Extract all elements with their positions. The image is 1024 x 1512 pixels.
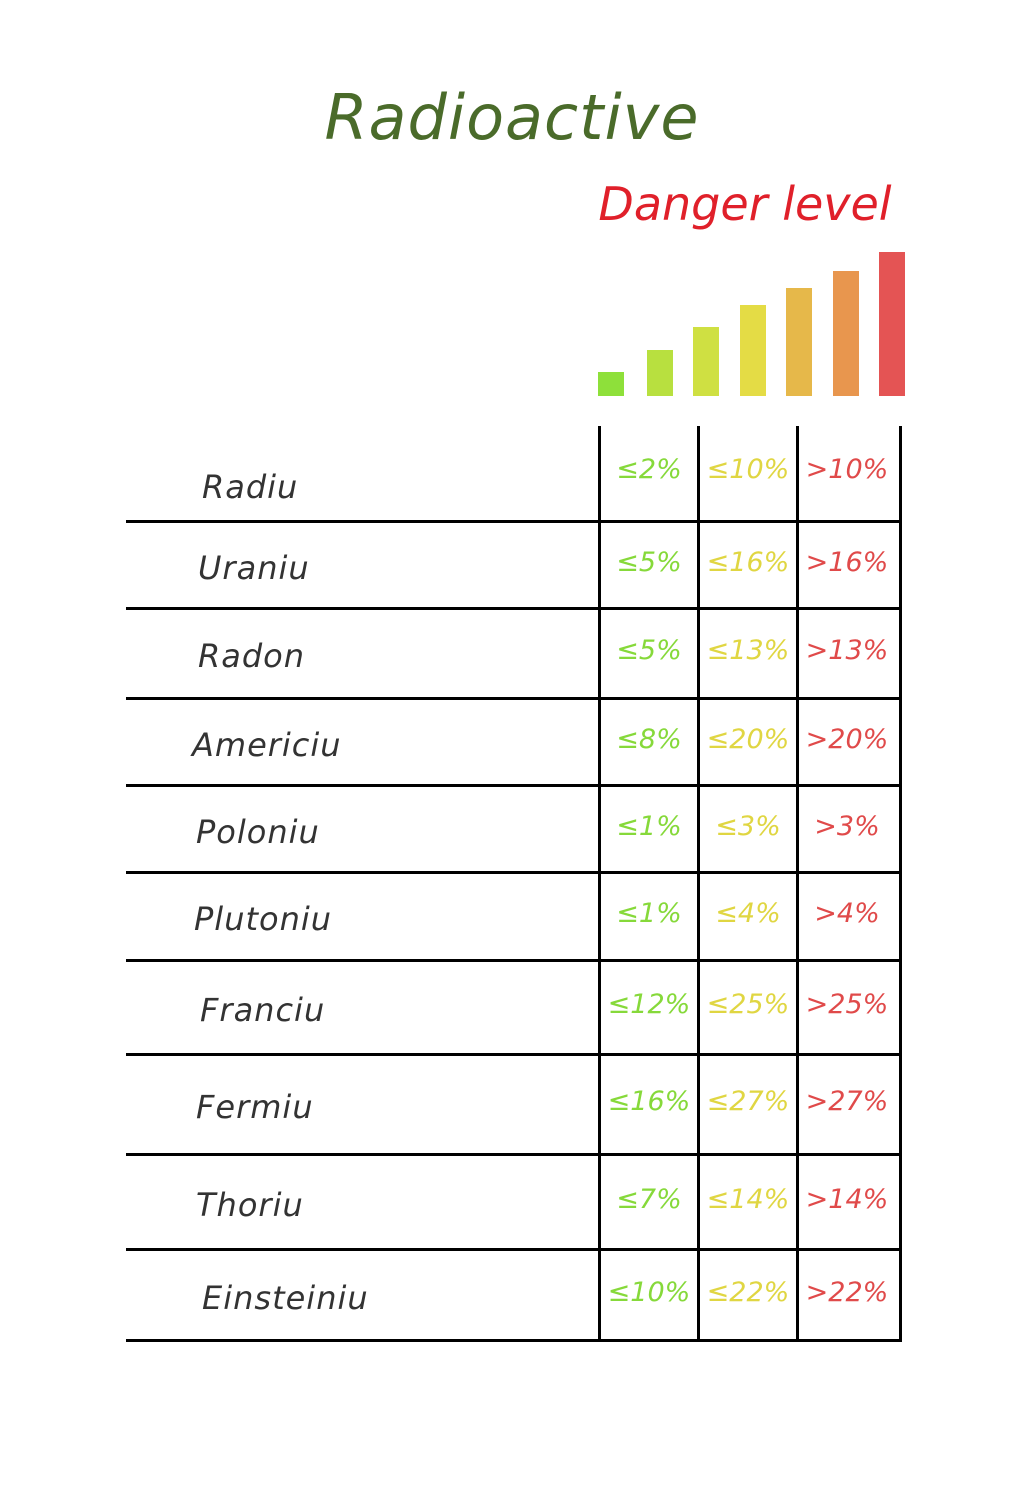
- element-name: Poloniu: [196, 812, 320, 851]
- danger-mid-cell: ≤27%: [706, 1086, 790, 1117]
- danger-bar-3: [693, 327, 719, 396]
- page-title: Radioactive: [324, 81, 700, 154]
- danger-bar-6: [833, 271, 859, 396]
- danger-mid-cell: ≤14%: [706, 1183, 790, 1215]
- danger-high-cell: >20%: [805, 723, 889, 755]
- element-name: Plutoniu: [194, 900, 333, 938]
- danger-high-cell: >14%: [805, 1183, 889, 1215]
- danger-high-cell: >10%: [805, 454, 889, 485]
- danger-low-cell: ≤2%: [616, 454, 682, 485]
- danger-mid-cell: ≤3%: [715, 810, 781, 842]
- danger-high-cell: >25%: [805, 989, 889, 1020]
- danger-mid-cell: ≤20%: [706, 723, 790, 755]
- element-name: Americiu: [192, 725, 342, 764]
- table-column-divider: [697, 426, 700, 1342]
- danger-bar-1: [598, 372, 624, 396]
- danger-high-cell: >3%: [814, 810, 880, 842]
- table-row-divider: [126, 697, 902, 700]
- table-row-divider: [126, 1248, 902, 1251]
- element-name: Radon: [198, 637, 306, 675]
- danger-mid-cell: ≤22%: [706, 1276, 790, 1308]
- danger-high-cell: >22%: [805, 1276, 889, 1308]
- table-row-divider: [126, 1153, 902, 1156]
- danger-low-cell: ≤1%: [616, 898, 682, 929]
- danger-low-cell: ≤8%: [616, 723, 682, 755]
- element-name: Uraniu: [198, 548, 310, 587]
- danger-high-cell: >16%: [805, 546, 889, 578]
- danger-mid-cell: ≤13%: [706, 635, 790, 666]
- element-name: Einsteiniu: [202, 1278, 369, 1317]
- danger-low-cell: ≤5%: [616, 546, 682, 578]
- element-name: Fermiu: [196, 1088, 314, 1126]
- element-name: Franciu: [200, 991, 326, 1029]
- table-column-divider: [598, 426, 601, 1342]
- table-row-divider: [126, 1053, 902, 1056]
- danger-level-bars: [598, 252, 905, 396]
- danger-low-cell: ≤12%: [607, 989, 691, 1020]
- table-row-divider: [126, 784, 902, 787]
- danger-low-cell: ≤5%: [616, 635, 682, 666]
- table-column-divider: [899, 426, 902, 1342]
- danger-high-cell: >13%: [805, 635, 889, 666]
- danger-low-cell: ≤7%: [616, 1183, 682, 1215]
- danger-mid-cell: ≤10%: [706, 454, 790, 485]
- table-row-divider: [126, 607, 902, 610]
- element-name: Radiu: [202, 468, 299, 506]
- danger-level-heading: Danger level: [598, 177, 892, 231]
- danger-mid-cell: ≤25%: [706, 989, 790, 1020]
- table-row-divider: [126, 1339, 902, 1342]
- danger-low-cell: ≤16%: [607, 1086, 691, 1117]
- danger-bar-4: [740, 305, 766, 396]
- danger-low-cell: ≤1%: [616, 810, 682, 842]
- danger-high-cell: >4%: [814, 898, 880, 929]
- danger-mid-cell: ≤16%: [706, 546, 790, 578]
- table-row-divider: [126, 520, 902, 523]
- danger-mid-cell: ≤4%: [715, 898, 781, 929]
- danger-high-cell: >27%: [805, 1086, 889, 1117]
- danger-low-cell: ≤10%: [607, 1276, 691, 1308]
- danger-bar-5: [786, 288, 812, 396]
- table-row-divider: [126, 871, 902, 874]
- table-column-divider: [796, 426, 799, 1342]
- element-name: Thoriu: [196, 1185, 304, 1224]
- danger-bar-7: [879, 252, 905, 396]
- table-row-divider: [126, 959, 902, 962]
- danger-bar-2: [647, 350, 673, 396]
